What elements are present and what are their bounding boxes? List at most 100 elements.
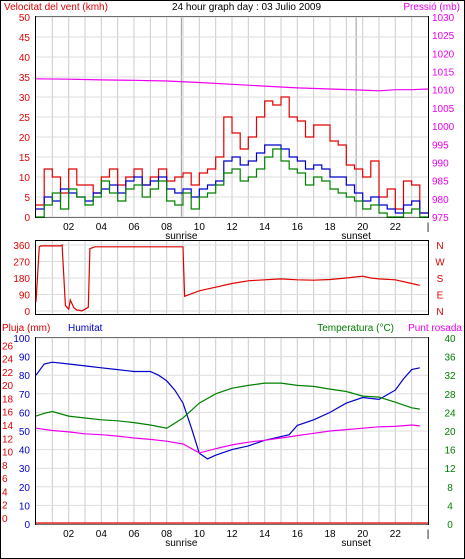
compass-label: N — [436, 307, 443, 318]
humidity-tick-label: 80 — [19, 371, 31, 382]
humidity-tick-label: 0 — [24, 520, 30, 531]
humidity-tick-label: 30 — [19, 464, 31, 475]
x-tick-label: | — [427, 222, 430, 233]
rain-tick-label: 16 — [2, 408, 14, 419]
y-tick-label: 270 — [13, 258, 30, 269]
y2-tick-label: 985 — [432, 177, 449, 188]
sunset-label: sunset — [341, 538, 371, 549]
y-tick-label: 180 — [13, 274, 30, 285]
y-tick-label: 35 — [19, 73, 31, 84]
humidity-y-ticks: 0 10 20 30 40 50 60 70 80 90 100 — [13, 334, 30, 531]
humidity-tick-label: 60 — [19, 408, 31, 419]
temp-x-ticks: 02 04 06 08 10 12 14 16 18 20 22 | sunrise sunset — [63, 529, 429, 549]
x-tick-label: 18 — [324, 222, 336, 233]
humidity-tick-label: 40 — [19, 446, 31, 457]
rain-tick-label: 4 — [2, 487, 8, 498]
y-tick-label: 90 — [19, 291, 31, 302]
x-tick-label: 22 — [390, 222, 402, 233]
x-tick-label: 04 — [96, 529, 108, 540]
rain-tick-label: 0 — [2, 514, 8, 525]
temperature-tick-label: 40 — [444, 334, 456, 345]
y2-tick-label: 1015 — [432, 68, 455, 79]
y2-tick-label: 1005 — [432, 104, 455, 115]
x-tick-label: 14 — [259, 529, 271, 540]
x-tick-label: 06 — [128, 222, 140, 233]
x-tick-label: 08 — [161, 529, 173, 540]
rain-tick-label: 8 — [2, 461, 8, 472]
wind-x-ticks: 02 04 06 08 10 12 14 16 18 20 22 | sunrise sunset — [63, 222, 429, 242]
x-tick-label: 20 — [357, 222, 369, 233]
temperature-tick-label: 8 — [447, 483, 453, 494]
y-tick-label: 10 — [19, 173, 31, 184]
x-tick-label: 10 — [194, 529, 206, 540]
temperature-y-ticks: 0 4 8 12 16 20 24 28 32 36 40 — [444, 334, 456, 531]
y-tick-label: 40 — [19, 53, 31, 64]
temperature-tick-label: 0 — [447, 520, 453, 531]
chart-title: 24 hour graph day : 03 Julio 2009 — [172, 2, 321, 13]
rain-tick-label: 18 — [2, 394, 14, 405]
x-tick-label: 18 — [324, 529, 336, 540]
humidity-tick-label: 50 — [19, 427, 31, 438]
x-tick-label: 14 — [259, 222, 271, 233]
x-tick-label: 08 — [161, 222, 173, 233]
y2-tick-label: 1010 — [432, 86, 455, 97]
rain-tick-label: 20 — [2, 381, 14, 392]
y2-tick-label: 990 — [432, 158, 449, 169]
temperature-axis-label: Temperatura (°C) — [317, 323, 394, 334]
direction-series — [35, 244, 420, 312]
temperature-tick-label: 28 — [444, 390, 456, 401]
direction-y-ticks: 0 90 180 270 360 — [13, 241, 30, 318]
series-line — [36, 96, 428, 214]
temperature-tick-label: 24 — [444, 408, 456, 419]
x-tick-label: 12 — [226, 529, 238, 540]
x-tick-label: 04 — [96, 222, 108, 233]
y2-tick-label: 1020 — [432, 49, 455, 60]
rain-tick-label: 24 — [2, 355, 14, 366]
series-line — [35, 244, 420, 312]
x-tick-label: 06 — [128, 529, 140, 540]
rain-tick-label: 14 — [2, 421, 14, 432]
humidity-axis-label: Humitat — [68, 323, 103, 334]
rain-tick-label: 22 — [2, 368, 14, 379]
sunrise-label: sunrise — [165, 231, 198, 242]
compass-label: E — [437, 291, 444, 302]
temperature-tick-label: 32 — [444, 371, 456, 382]
y2-tick-label: 980 — [432, 195, 449, 206]
x-tick-label: 02 — [63, 222, 75, 233]
temperature-tick-label: 16 — [444, 446, 456, 457]
x-tick-label: 22 — [390, 529, 402, 540]
sunset-label: sunset — [341, 231, 371, 242]
x-tick-label: 16 — [292, 529, 304, 540]
wind-y-ticks: 0 5 10 15 20 25 30 35 40 45 50 — [19, 13, 31, 224]
x-tick-label: 16 — [292, 222, 304, 233]
rain-axis-label: Pluja (mm) — [2, 323, 50, 334]
dewpoint-axis-label: Punt rosada — [408, 323, 462, 334]
rain-tick-label: 12 — [2, 434, 14, 445]
y2-tick-label: 975 — [432, 213, 449, 224]
rain-tick-label: 10 — [2, 448, 14, 459]
series-line — [36, 148, 428, 218]
pressure-axis-label: Pressió (mb) — [403, 2, 460, 13]
y2-tick-label: 1000 — [432, 122, 455, 133]
y-tick-label: 15 — [19, 153, 31, 164]
compass-label: W — [435, 258, 445, 269]
temp-series — [35, 361, 428, 524]
x-tick-label: 12 — [226, 222, 238, 233]
y2-tick-label: 995 — [432, 140, 449, 151]
y-tick-label: 5 — [24, 193, 30, 204]
y-tick-label: 0 — [24, 307, 30, 318]
y-tick-label: 360 — [13, 241, 30, 252]
series-line — [35, 424, 420, 454]
wind-axis-label: Velocitat del vent (kmh) — [4, 2, 108, 13]
humidity-tick-label: 20 — [19, 483, 31, 494]
x-tick-label: | — [427, 529, 430, 540]
y-tick-label: 25 — [19, 113, 31, 124]
humidity-tick-label: 100 — [13, 334, 30, 345]
pressure-y-ticks: 975 980 985 990 995 1000 1005 1010 1015 1020 1025 1… — [432, 13, 455, 224]
